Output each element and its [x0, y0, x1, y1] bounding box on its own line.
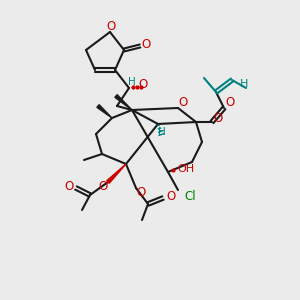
Text: O: O — [106, 20, 116, 32]
Text: O: O — [178, 95, 188, 109]
Text: O: O — [136, 185, 146, 199]
Polygon shape — [97, 105, 112, 118]
Text: H: H — [128, 77, 136, 87]
Text: Cl: Cl — [184, 190, 196, 202]
Text: O: O — [213, 112, 223, 125]
Text: O: O — [98, 181, 108, 194]
Text: O: O — [225, 95, 235, 109]
Text: O: O — [138, 77, 148, 91]
Polygon shape — [107, 164, 126, 183]
Text: H: H — [158, 127, 166, 137]
Text: O: O — [167, 190, 176, 202]
Text: H: H — [240, 79, 248, 89]
Text: O: O — [64, 179, 74, 193]
Text: OH: OH — [177, 164, 195, 174]
Text: O: O — [141, 38, 151, 52]
Polygon shape — [115, 95, 132, 110]
